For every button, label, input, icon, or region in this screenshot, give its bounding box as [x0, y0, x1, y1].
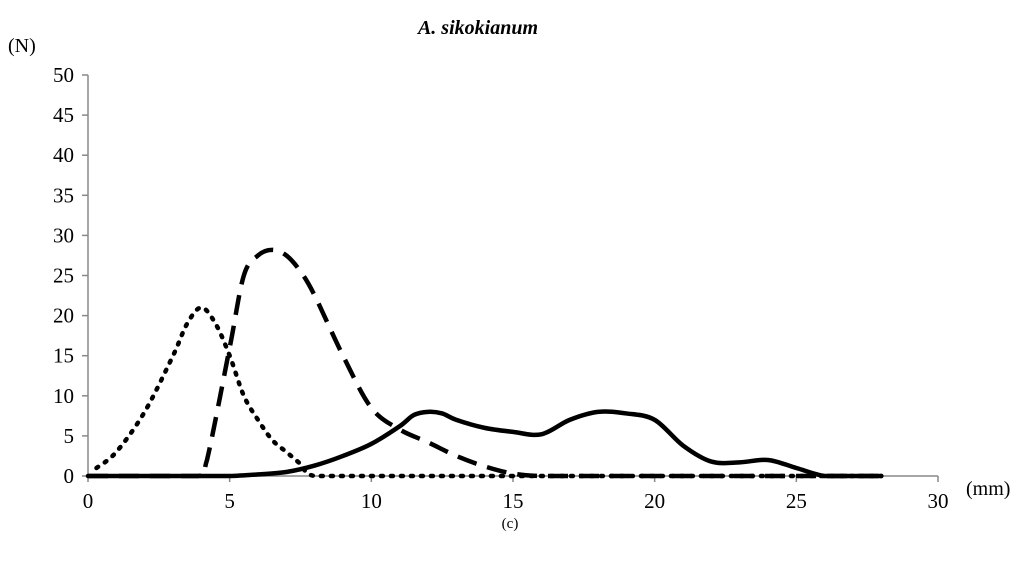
- x-tick-label: 30: [928, 489, 949, 513]
- y-tick-label: 15: [53, 344, 74, 368]
- x-tick-label: 10: [361, 489, 382, 513]
- x-tick-label: 20: [644, 489, 665, 513]
- series-line-solid: [85, 409, 884, 479]
- figure-caption: (c): [502, 516, 519, 532]
- x-tick-label: 15: [503, 489, 524, 513]
- y-tick-label: 50: [53, 63, 74, 87]
- y-tick-label: 40: [53, 143, 74, 167]
- x-tick-group: 0 5 10 15 20 25 30: [83, 476, 949, 513]
- x-tick-label: 0: [83, 489, 94, 513]
- y-tick-label: 10: [53, 384, 74, 408]
- y-tick-label: 5: [64, 424, 75, 448]
- series-line-dotted: [94, 305, 884, 479]
- y-axis-unit-label: (N): [8, 35, 36, 57]
- series-line-dashed: [87, 247, 882, 479]
- x-axis-unit-label: (mm): [966, 478, 1010, 500]
- series-group: [85, 247, 884, 479]
- y-tick-label: 30: [53, 223, 74, 247]
- x-tick-label: 5: [224, 489, 235, 513]
- y-tick-label: 25: [53, 264, 74, 288]
- chart-title: A. sikokianum: [416, 17, 538, 39]
- y-tick-group: 0 5 10 15 20 25 30 35 40 45 50: [53, 63, 88, 488]
- y-tick-label: 45: [53, 103, 74, 127]
- x-tick-label: 25: [786, 489, 807, 513]
- y-tick-label: 0: [64, 464, 75, 488]
- y-tick-label: 35: [53, 183, 74, 207]
- y-tick-label: 20: [53, 304, 74, 328]
